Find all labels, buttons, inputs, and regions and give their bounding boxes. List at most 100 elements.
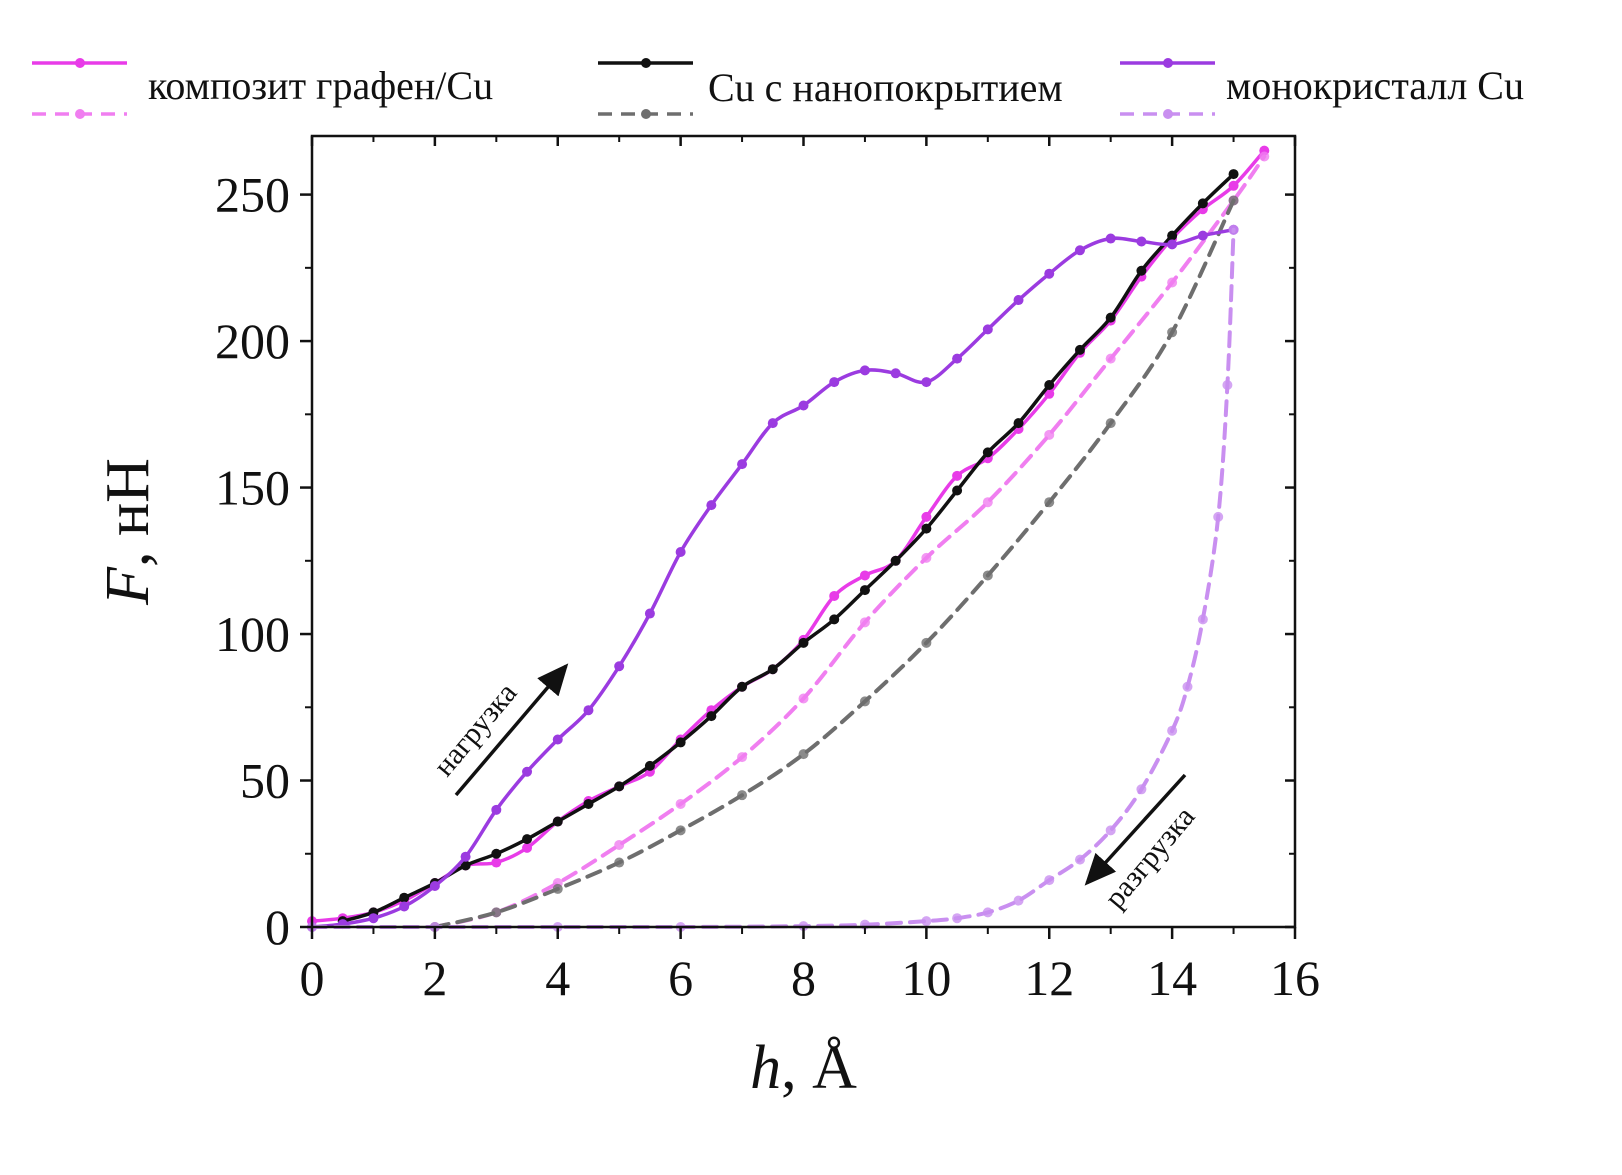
- data-point: [952, 485, 963, 496]
- data-point: [1182, 681, 1193, 692]
- legend-marker: [1163, 109, 1173, 119]
- y-tick-label: 0: [265, 899, 290, 955]
- data-point: [1044, 380, 1055, 391]
- series-4-loading: [307, 224, 1239, 932]
- data-point: [1044, 388, 1055, 399]
- data-point: [921, 523, 932, 534]
- data-point: [583, 798, 594, 809]
- data-point: [952, 353, 963, 364]
- force-displacement-chart: композит графен/Cu Cu с нанопокрытием моно…: [32, 58, 1524, 1102]
- data-point: [460, 860, 471, 871]
- data-point: [1259, 151, 1270, 162]
- legend: композит графен/Cu Cu с нанопокрытием моно…: [32, 58, 1524, 119]
- data-point: [1044, 497, 1055, 508]
- data-point: [1167, 725, 1178, 736]
- y-tick-label: 150: [215, 460, 290, 516]
- data-point: [1074, 344, 1085, 355]
- data-point: [1167, 239, 1178, 250]
- axes-layer: 0 2 4 6 8 10 12 14 16 0 50 100 150 200 250: [215, 134, 1320, 1006]
- legend-label: Cu с нанопокрытием: [708, 65, 1063, 110]
- data-point: [921, 377, 932, 388]
- x-tick-label: 6: [668, 950, 693, 1006]
- x-axis-title: h, Å: [750, 1034, 857, 1102]
- data-point: [706, 711, 717, 722]
- data-point: [1105, 312, 1116, 323]
- data-point: [982, 447, 993, 458]
- data-point: [1136, 236, 1147, 247]
- y-axis-title: F, нН: [94, 458, 162, 606]
- data-point: [737, 459, 748, 470]
- data-point: [829, 377, 840, 388]
- data-point: [1074, 854, 1085, 865]
- x-tick-label: 4: [545, 950, 570, 1006]
- data-point: [1228, 169, 1239, 180]
- data-point: [737, 790, 748, 801]
- legend-marker: [641, 109, 651, 119]
- legend-label: композит графен/Cu: [148, 63, 493, 108]
- unloading-arrow: [1084, 773, 1187, 886]
- data-point: [767, 664, 778, 675]
- data-point: [491, 848, 502, 859]
- data-point: [706, 500, 717, 511]
- series-line: [340, 172, 1236, 923]
- x-tick-label: 10: [901, 950, 951, 1006]
- legend-marker: [641, 58, 651, 68]
- series-3-unloading: [429, 195, 1239, 932]
- x-tick-label: 2: [422, 950, 447, 1006]
- data-point: [675, 798, 686, 809]
- x-tick-label: 14: [1147, 950, 1197, 1006]
- x-tick-label: 0: [300, 950, 325, 1006]
- data-point: [1197, 198, 1208, 209]
- data-point: [429, 880, 440, 891]
- series-layer: [307, 145, 1270, 932]
- data-point: [890, 368, 901, 379]
- data-point: [491, 804, 502, 815]
- data-point: [1167, 327, 1178, 338]
- data-point: [1228, 224, 1239, 235]
- data-point: [522, 834, 533, 845]
- data-point: [644, 760, 655, 771]
- series-0-loading: [307, 145, 1270, 927]
- data-point: [1105, 233, 1116, 244]
- data-point: [982, 570, 993, 581]
- data-point: [552, 816, 563, 827]
- data-point: [798, 693, 809, 704]
- data-point: [767, 418, 778, 429]
- loading-label: нагрузка: [427, 677, 523, 783]
- data-point: [675, 737, 686, 748]
- data-point: [614, 839, 625, 850]
- data-point: [1136, 265, 1147, 276]
- data-point: [552, 734, 563, 745]
- data-point: [583, 705, 594, 716]
- data-point: [859, 365, 870, 376]
- data-point: [1167, 230, 1178, 241]
- unloading-label: разгрузка: [1098, 800, 1201, 914]
- legend-entry-2: монокристалл Cu: [1120, 58, 1524, 119]
- data-point: [952, 913, 963, 924]
- annotations-layer: нагрузка разгрузка: [427, 663, 1201, 914]
- data-point: [982, 907, 993, 918]
- data-point: [1222, 380, 1233, 391]
- data-point: [675, 825, 686, 836]
- data-point: [399, 901, 410, 912]
- data-point: [1167, 277, 1178, 288]
- y-tick-label: 200: [215, 313, 290, 369]
- data-point: [982, 324, 993, 335]
- data-point: [829, 590, 840, 601]
- data-point: [921, 552, 932, 563]
- y-tick-label: 250: [215, 167, 290, 223]
- data-point: [1105, 418, 1116, 429]
- data-point: [859, 696, 870, 707]
- plot-frame: [310, 134, 1297, 929]
- data-point: [798, 749, 809, 760]
- legend-entry-0: композит графен/Cu: [32, 58, 493, 119]
- data-point: [952, 470, 963, 481]
- data-point: [1213, 511, 1224, 522]
- data-point: [829, 614, 840, 625]
- data-point: [644, 608, 655, 619]
- data-point: [1136, 784, 1147, 795]
- data-point: [460, 851, 471, 862]
- data-point: [1013, 418, 1024, 429]
- legend-label: монокристалл Cu: [1226, 63, 1524, 108]
- x-tick-label: 16: [1270, 950, 1320, 1006]
